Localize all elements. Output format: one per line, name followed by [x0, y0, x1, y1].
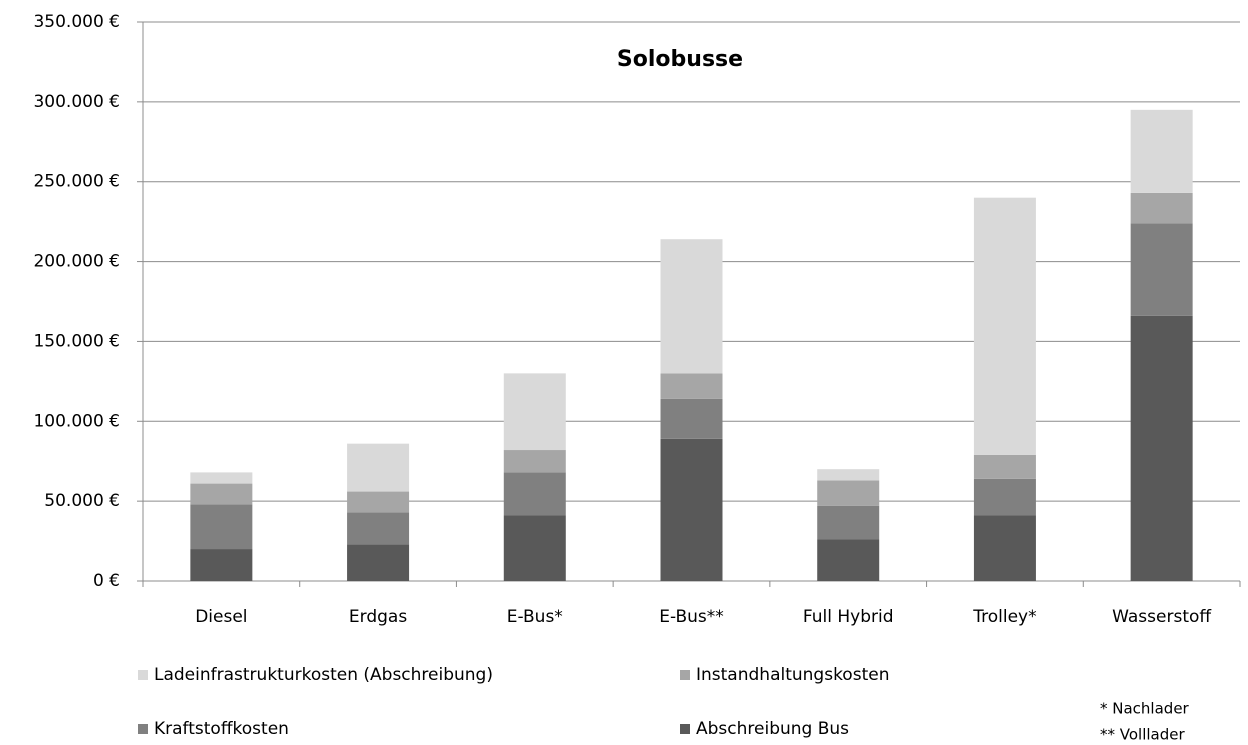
chart-title: Solobusse — [617, 47, 743, 72]
bar-segment — [660, 398, 723, 439]
legend-swatch — [680, 670, 690, 680]
bar-segment — [660, 438, 723, 581]
bar-segment — [660, 239, 723, 374]
legend-swatch — [138, 670, 148, 680]
legend-swatch — [680, 724, 690, 734]
bar-segment — [973, 515, 1036, 581]
y-tick-label: 100.000 € — [33, 411, 120, 431]
bar-segment — [1130, 315, 1193, 581]
bar-segment — [347, 544, 410, 581]
y-tick-label: 0 € — [93, 571, 120, 591]
bar-segment — [190, 504, 253, 550]
bar-segment — [1130, 223, 1193, 316]
x-tick-label: Trolley* — [972, 607, 1036, 627]
x-tick-label: Diesel — [195, 607, 247, 627]
bar-segment — [973, 197, 1036, 455]
x-tick-label: Erdgas — [349, 607, 407, 627]
y-tick-label: 350.000 € — [33, 12, 120, 32]
legend-swatch — [138, 724, 148, 734]
x-tick-label: Full Hybrid — [803, 607, 894, 627]
legend-label: Kraftstoffkosten — [154, 719, 289, 739]
bar-segment — [503, 373, 566, 451]
bar-segment — [817, 480, 880, 506]
bar-segment — [347, 491, 410, 513]
bar-segment — [973, 478, 1036, 516]
bar-segment — [190, 472, 253, 484]
legend-label: Abschreibung Bus — [696, 719, 849, 739]
bar-segment — [1130, 109, 1193, 193]
bar-segment — [660, 373, 723, 399]
y-tick-label: 200.000 € — [33, 252, 120, 272]
bar-segment — [190, 549, 253, 581]
y-tick-label: 250.000 € — [33, 172, 120, 192]
bar-segment — [973, 454, 1036, 479]
legend-label: Instandhaltungskosten — [696, 665, 889, 685]
bar-segment — [503, 515, 566, 581]
x-tick-label: Wasserstoff — [1112, 607, 1212, 627]
bar-segment — [347, 512, 410, 545]
annotation: * Nachlader — [1100, 700, 1190, 718]
bar-segment — [817, 539, 880, 581]
bar-segment — [503, 472, 566, 516]
y-tick-label: 300.000 € — [33, 92, 120, 112]
legend-label: Ladeinfrastrukturkosten (Abschreibung) — [154, 665, 493, 685]
y-tick-label: 150.000 € — [33, 331, 120, 351]
bar-segment — [1130, 192, 1193, 224]
bar-segment — [190, 483, 253, 505]
bar-segment — [347, 443, 410, 492]
y-tick-label: 50.000 € — [44, 491, 120, 511]
annotation: ** Volllader — [1100, 726, 1185, 744]
x-tick-label: E-Bus** — [659, 607, 724, 627]
x-tick-label: E-Bus* — [507, 607, 563, 627]
bar-segment — [503, 450, 566, 473]
bar-segment — [817, 505, 880, 540]
bar-segment — [817, 469, 880, 481]
